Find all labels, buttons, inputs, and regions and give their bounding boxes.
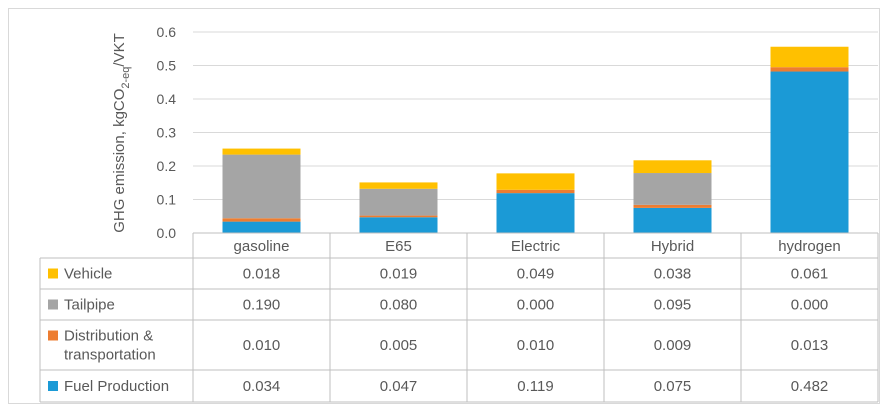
- y-tick-label: 0.6: [157, 24, 177, 40]
- table-cell: 0.005: [380, 337, 418, 354]
- table-cell: 0.019: [380, 266, 418, 283]
- bar-segment: [496, 193, 575, 233]
- bar-segment: [359, 188, 438, 216]
- bar-segment: [633, 160, 712, 174]
- table-cell: 0.010: [243, 337, 281, 354]
- bar-segment: [222, 218, 301, 222]
- legend-swatch: [48, 381, 58, 391]
- bar-segment: [770, 46, 849, 68]
- bar-segment: [222, 221, 301, 233]
- bar-segment: [222, 148, 301, 155]
- bar-segment: [359, 217, 438, 233]
- table-cell: 0.061: [791, 266, 829, 283]
- table-cell: 0.034: [243, 378, 281, 395]
- y-tick-label: 0.0: [157, 225, 177, 241]
- bar-segment: [496, 189, 575, 194]
- series-label: Vehicle: [64, 266, 112, 283]
- y-tick-label: 0.2: [157, 158, 177, 174]
- bar-segment: [770, 67, 849, 72]
- table-cell: 0.190: [243, 297, 281, 314]
- bar-segment: [633, 173, 712, 205]
- table-cell: 0.047: [380, 378, 418, 395]
- category-label: Electric: [511, 238, 561, 255]
- series-label: Tailpipe: [64, 297, 115, 314]
- category-label: E65: [385, 238, 412, 255]
- table-cell: 0.049: [517, 266, 555, 283]
- bar-segment: [359, 182, 438, 189]
- data-table: gasoline E65 Electric Hybrid hydrogen Vehicle…: [39, 232, 879, 403]
- series-label: Fuel Production: [64, 378, 169, 395]
- y-tick-label: 0.4: [157, 91, 177, 107]
- category-label: gasoline: [234, 238, 290, 255]
- chart-frame: [8, 8, 880, 404]
- bar-segment: [633, 204, 712, 208]
- y-axis-title: GHG emission, kgCO2-eq/VKT: [111, 33, 132, 233]
- table-cell: 0.010: [517, 337, 555, 354]
- table-cell: 0.009: [654, 337, 692, 354]
- legend-swatch: [48, 330, 58, 341]
- category-label: hydrogen: [778, 238, 841, 255]
- series-label: Distribution &: [64, 328, 153, 345]
- category-label: Hybrid: [651, 238, 694, 255]
- table-cell: 0.075: [654, 378, 692, 395]
- y-axis-ticks: 0.0 0.1 0.2 0.3 0.4 0.5 0.6: [157, 24, 177, 241]
- table-cell: 0.038: [654, 266, 692, 283]
- y-tick-label: 0.1: [157, 192, 177, 208]
- y-tick-label: 0.5: [157, 58, 177, 74]
- y-axis-label: GHG emission, kgCO2-eq/VKT: [111, 33, 132, 233]
- bar-segment: [496, 173, 575, 190]
- table-cell: 0.013: [791, 337, 829, 354]
- table-cell: 0.119: [517, 378, 553, 395]
- legend-swatch: [48, 268, 58, 279]
- table-cell: 0.095: [654, 297, 692, 314]
- bar-segment: [633, 207, 712, 233]
- series-label: transportation: [64, 347, 156, 364]
- table-cell: 0.000: [791, 297, 829, 314]
- bar-segment: [770, 71, 849, 233]
- bar-segment: [359, 215, 438, 218]
- gridlines: [193, 31, 878, 200]
- table-cell: 0.482: [791, 378, 829, 395]
- bars: [222, 46, 849, 233]
- legend-swatch: [48, 299, 58, 310]
- y-tick-label: 0.3: [157, 125, 177, 141]
- bar-segment: [222, 154, 301, 219]
- table-cell: 0.018: [243, 266, 281, 283]
- table-cell: 0.000: [517, 297, 555, 314]
- table-cell: 0.080: [380, 297, 418, 314]
